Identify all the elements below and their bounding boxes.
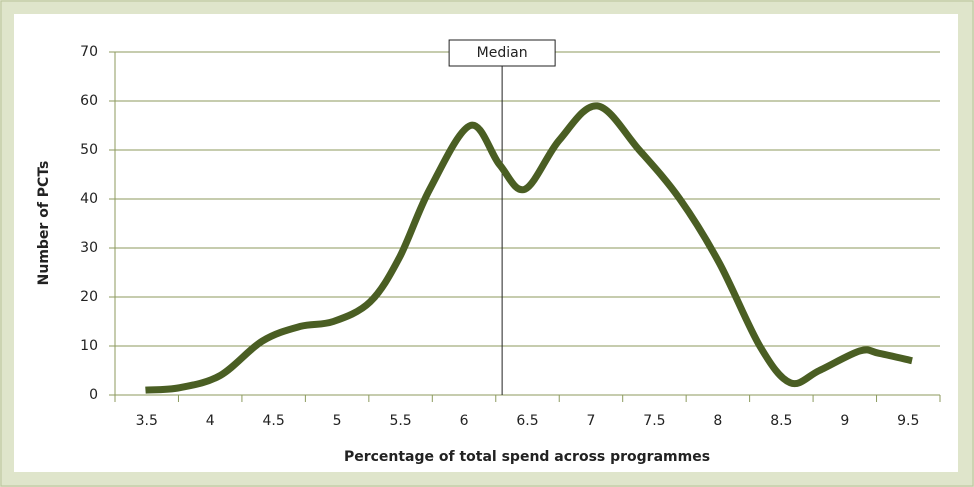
x-tick-label: 4.5 bbox=[263, 413, 285, 429]
x-tick-label: 5 bbox=[333, 413, 342, 429]
y-tick-label: 0 bbox=[89, 387, 98, 403]
median-box bbox=[448, 39, 556, 67]
x-tick-label: 4 bbox=[206, 413, 215, 429]
y-axis-title: Number of PCTs bbox=[36, 161, 52, 286]
data-line bbox=[145, 102, 913, 394]
y-tick-label: 20 bbox=[80, 289, 98, 305]
x-tick-label: 9 bbox=[840, 413, 849, 429]
y-tick-label: 60 bbox=[80, 93, 98, 109]
y-tick-label: 70 bbox=[80, 44, 98, 60]
x-tick-label: 8.5 bbox=[770, 413, 792, 429]
median-label: Median bbox=[477, 45, 528, 61]
x-tick-label: 6.5 bbox=[516, 413, 538, 429]
y-tick-label: 30 bbox=[80, 240, 98, 256]
y-tick-label: 50 bbox=[80, 142, 98, 158]
x-tick-label: 3.5 bbox=[136, 413, 158, 429]
x-tick-label: 5.5 bbox=[389, 413, 411, 429]
x-tick-label: 6 bbox=[460, 413, 469, 429]
x-tick-label: 9.5 bbox=[897, 413, 919, 429]
y-tick-label: 40 bbox=[80, 191, 98, 207]
x-tick-label: 7.5 bbox=[643, 413, 665, 429]
x-tick-label: 7 bbox=[587, 413, 596, 429]
x-axis-title: Percentage of total spend across program… bbox=[344, 449, 710, 465]
x-tick-label: 8 bbox=[713, 413, 722, 429]
panel bbox=[14, 14, 958, 472]
y-tick-label: 10 bbox=[80, 338, 98, 354]
